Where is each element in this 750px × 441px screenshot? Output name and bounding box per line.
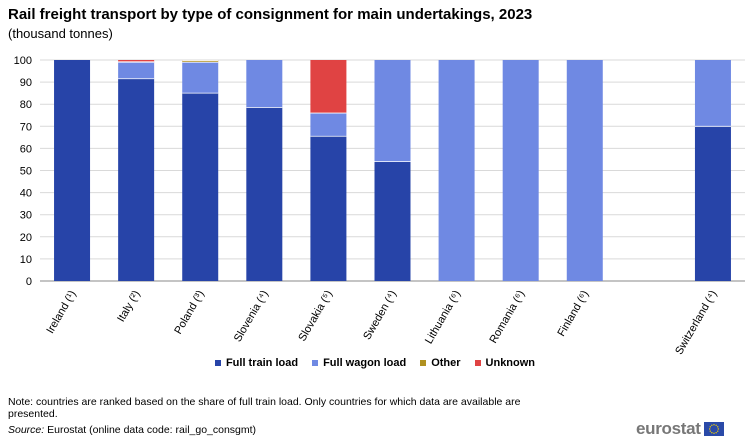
- bar-segment-full-wagon-load: [374, 60, 411, 162]
- bar-segment-full-wagon-load: [694, 60, 731, 127]
- x-tick-label: Sweden (⁴): [361, 289, 399, 343]
- y-tick-label: 50: [20, 166, 32, 178]
- bar-segment-other: [182, 60, 219, 63]
- legend-swatch: [474, 360, 481, 366]
- flag-star: [715, 432, 717, 434]
- legend-item: Full train load: [214, 357, 299, 369]
- y-tick-label: 80: [20, 99, 32, 111]
- bar-segment-full-train-load: [694, 126, 731, 281]
- source-label: Source:: [8, 424, 45, 436]
- bar-segment-full-train-load: [182, 93, 219, 282]
- y-tick-label: 30: [20, 210, 32, 222]
- bars: [54, 60, 731, 282]
- legend-label: Full wagon load: [323, 357, 407, 369]
- flag-star: [710, 432, 713, 434]
- source-line: Source: Eurostat (online data code: rail…: [8, 424, 256, 436]
- bar-segment-full-train-load: [118, 78, 155, 281]
- flag-star: [709, 426, 711, 428]
- y-tick-label: 70: [20, 121, 32, 133]
- eu-flag-icon: [703, 422, 724, 436]
- bar-segment-full-train-load: [246, 107, 283, 281]
- y-tick-label: 60: [20, 143, 32, 155]
- eurostat-logo: eurostat: [636, 419, 724, 439]
- bar-segment-full-wagon-load: [182, 62, 219, 94]
- bar-segment-full-wagon-load: [566, 60, 603, 281]
- legend-item: Full wagon load: [312, 357, 406, 369]
- bar-segment-full-train-load: [310, 136, 347, 281]
- x-tick-label: Romania (⁶): [487, 289, 527, 346]
- source-text: Eurostat (online data code: rail_go_cons…: [44, 424, 257, 436]
- legend-swatch: [420, 360, 427, 366]
- bar-segment-full-wagon-load: [246, 60, 283, 108]
- bar-segment-full-wagon-load: [438, 60, 475, 281]
- chart-subtitle: (thousand tonnes): [8, 26, 113, 41]
- flag-star: [712, 432, 715, 434]
- bar-segment-unknown: [310, 60, 347, 114]
- legend-item: Unknown: [474, 357, 536, 369]
- legend: Full train load Full wagon load Other Unkno…: [0, 357, 750, 369]
- x-tick-label: Italy (²): [115, 289, 143, 325]
- bar-segment-unknown: [118, 60, 155, 62]
- y-tick-label: 10: [20, 254, 32, 266]
- x-tick-label: Slovakia (⁵): [296, 289, 335, 344]
- flag-star: [709, 430, 711, 432]
- flag-star: [708, 428, 711, 430]
- logo-text: eurostat: [636, 419, 701, 438]
- flag-star: [716, 430, 719, 432]
- legend-item: Other: [420, 357, 461, 369]
- legend-swatch: [214, 360, 221, 366]
- bar-segment-full-wagon-load: [502, 60, 539, 281]
- legend-label: Unknown: [485, 357, 536, 369]
- flag-star: [717, 428, 719, 430]
- flag-star: [715, 424, 717, 426]
- flag-star: [710, 424, 713, 426]
- flag-star: [716, 426, 719, 428]
- bar-segment-full-wagon-load: [310, 113, 347, 137]
- legend-label: Other: [431, 357, 461, 369]
- x-tick-label: Poland (³): [172, 289, 207, 337]
- bar-segment-full-train-load: [54, 60, 91, 281]
- y-tick-label: 100: [14, 55, 32, 67]
- bar-segment-full-wagon-load: [118, 62, 155, 79]
- x-axis-labels: Ireland (¹) Italy (²) Poland (³) Slovenia (…: [44, 289, 719, 356]
- y-tick-label: 90: [20, 77, 32, 89]
- chart-title: Rail freight transport by type of consig…: [8, 6, 533, 23]
- x-tick-label: Slovenia (⁴): [232, 289, 271, 345]
- y-tick-label: 0: [26, 276, 32, 288]
- legend-label: Full train load: [225, 357, 299, 369]
- y-axis-ticks: 0 10 20 30 40 50 60 70 80 90 100: [14, 55, 32, 288]
- legend-swatch: [312, 360, 319, 366]
- x-tick-label: Ireland (¹): [44, 289, 78, 336]
- y-tick-label: 20: [20, 232, 32, 244]
- y-tick-label: 40: [20, 188, 32, 200]
- x-tick-label: Switzerland (⁴): [673, 289, 719, 356]
- footnote: Note: countries are ranked based on the …: [8, 396, 521, 420]
- flag-star: [712, 424, 715, 426]
- bar-segment-full-train-load: [374, 161, 411, 281]
- x-tick-label: Lithuania (⁶): [423, 289, 463, 347]
- x-tick-label: Finland (⁶): [555, 289, 591, 339]
- stacked-bar-chart: 0 10 20 30 40 50 60 70 80 90 100 Ireland (¹) Italy …: [14, 55, 745, 356]
